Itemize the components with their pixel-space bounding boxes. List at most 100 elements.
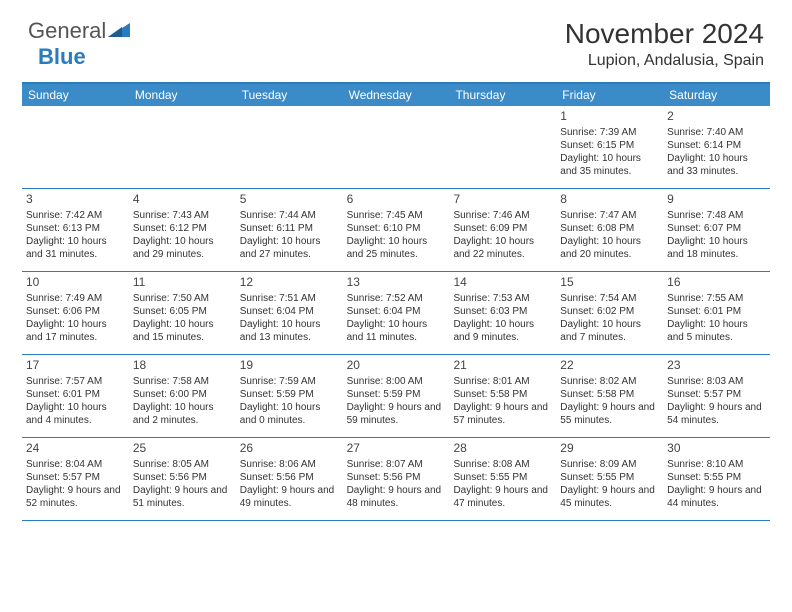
- day-cell: 30Sunrise: 8:10 AMSunset: 5:55 PMDayligh…: [663, 438, 770, 520]
- daylight-text: Daylight: 10 hours and 13 minutes.: [240, 318, 339, 344]
- sunset-text: Sunset: 5:58 PM: [560, 388, 659, 401]
- day-cell: 6Sunrise: 7:45 AMSunset: 6:10 PMDaylight…: [343, 189, 450, 271]
- day-number: 8: [560, 192, 659, 208]
- day-number: 27: [347, 441, 446, 457]
- sunrise-text: Sunrise: 7:46 AM: [453, 209, 552, 222]
- day-cell: 22Sunrise: 8:02 AMSunset: 5:58 PMDayligh…: [556, 355, 663, 437]
- sunrise-text: Sunrise: 7:53 AM: [453, 292, 552, 305]
- sunrise-text: Sunrise: 8:00 AM: [347, 375, 446, 388]
- daylight-text: Daylight: 10 hours and 20 minutes.: [560, 235, 659, 261]
- sunrise-text: Sunrise: 7:48 AM: [667, 209, 766, 222]
- sunset-text: Sunset: 6:09 PM: [453, 222, 552, 235]
- sunrise-text: Sunrise: 7:50 AM: [133, 292, 232, 305]
- sunrise-text: Sunrise: 7:43 AM: [133, 209, 232, 222]
- daylight-text: Daylight: 9 hours and 57 minutes.: [453, 401, 552, 427]
- daylight-text: Daylight: 9 hours and 52 minutes.: [26, 484, 125, 510]
- day-number: 29: [560, 441, 659, 457]
- sunrise-text: Sunrise: 7:49 AM: [26, 292, 125, 305]
- sunset-text: Sunset: 6:04 PM: [347, 305, 446, 318]
- day-cell: 24Sunrise: 8:04 AMSunset: 5:57 PMDayligh…: [22, 438, 129, 520]
- day-cell: [449, 106, 556, 188]
- logo-triangle-icon: [108, 21, 130, 42]
- day-cell: 3Sunrise: 7:42 AMSunset: 6:13 PMDaylight…: [22, 189, 129, 271]
- day-cell: 12Sunrise: 7:51 AMSunset: 6:04 PMDayligh…: [236, 272, 343, 354]
- weekday-header: Sunday: [22, 84, 129, 106]
- daylight-text: Daylight: 9 hours and 51 minutes.: [133, 484, 232, 510]
- day-cell: 17Sunrise: 7:57 AMSunset: 6:01 PMDayligh…: [22, 355, 129, 437]
- day-number: 19: [240, 358, 339, 374]
- sunset-text: Sunset: 5:55 PM: [560, 471, 659, 484]
- sunrise-text: Sunrise: 8:05 AM: [133, 458, 232, 471]
- daylight-text: Daylight: 10 hours and 11 minutes.: [347, 318, 446, 344]
- month-title: November 2024: [565, 18, 764, 50]
- sunset-text: Sunset: 5:56 PM: [347, 471, 446, 484]
- daylight-text: Daylight: 9 hours and 55 minutes.: [560, 401, 659, 427]
- day-number: 4: [133, 192, 232, 208]
- day-number: 6: [347, 192, 446, 208]
- sunrise-text: Sunrise: 8:01 AM: [453, 375, 552, 388]
- day-number: 16: [667, 275, 766, 291]
- day-number: 23: [667, 358, 766, 374]
- day-cell: 1Sunrise: 7:39 AMSunset: 6:15 PMDaylight…: [556, 106, 663, 188]
- sunset-text: Sunset: 6:01 PM: [26, 388, 125, 401]
- daylight-text: Daylight: 9 hours and 44 minutes.: [667, 484, 766, 510]
- sunset-text: Sunset: 6:10 PM: [347, 222, 446, 235]
- day-cell: 8Sunrise: 7:47 AMSunset: 6:08 PMDaylight…: [556, 189, 663, 271]
- sunrise-text: Sunrise: 8:04 AM: [26, 458, 125, 471]
- day-cell: 21Sunrise: 8:01 AMSunset: 5:58 PMDayligh…: [449, 355, 556, 437]
- week-row: 24Sunrise: 8:04 AMSunset: 5:57 PMDayligh…: [22, 438, 770, 521]
- weekday-row: SundayMondayTuesdayWednesdayThursdayFrid…: [22, 84, 770, 106]
- logo-text-2: Blue: [38, 44, 86, 69]
- weekday-header: Monday: [129, 84, 236, 106]
- daylight-text: Daylight: 9 hours and 59 minutes.: [347, 401, 446, 427]
- day-cell: 28Sunrise: 8:08 AMSunset: 5:55 PMDayligh…: [449, 438, 556, 520]
- sunrise-text: Sunrise: 8:07 AM: [347, 458, 446, 471]
- weekday-header: Tuesday: [236, 84, 343, 106]
- day-cell: 4Sunrise: 7:43 AMSunset: 6:12 PMDaylight…: [129, 189, 236, 271]
- day-number: 25: [133, 441, 232, 457]
- daylight-text: Daylight: 10 hours and 5 minutes.: [667, 318, 766, 344]
- day-number: 7: [453, 192, 552, 208]
- sunset-text: Sunset: 6:06 PM: [26, 305, 125, 318]
- header: General November 2024 Lupion, Andalusia,…: [0, 0, 792, 78]
- day-cell: 27Sunrise: 8:07 AMSunset: 5:56 PMDayligh…: [343, 438, 450, 520]
- sunset-text: Sunset: 5:56 PM: [133, 471, 232, 484]
- title-block: November 2024 Lupion, Andalusia, Spain: [565, 18, 764, 70]
- daylight-text: Daylight: 9 hours and 49 minutes.: [240, 484, 339, 510]
- day-cell: 14Sunrise: 7:53 AMSunset: 6:03 PMDayligh…: [449, 272, 556, 354]
- daylight-text: Daylight: 10 hours and 2 minutes.: [133, 401, 232, 427]
- day-number: 18: [133, 358, 232, 374]
- sunrise-text: Sunrise: 7:55 AM: [667, 292, 766, 305]
- sunrise-text: Sunrise: 7:51 AM: [240, 292, 339, 305]
- weekday-header: Wednesday: [343, 84, 450, 106]
- daylight-text: Daylight: 10 hours and 7 minutes.: [560, 318, 659, 344]
- day-number: 3: [26, 192, 125, 208]
- sunset-text: Sunset: 5:56 PM: [240, 471, 339, 484]
- day-cell: 26Sunrise: 8:06 AMSunset: 5:56 PMDayligh…: [236, 438, 343, 520]
- calendar: SundayMondayTuesdayWednesdayThursdayFrid…: [22, 82, 770, 521]
- weekday-header: Thursday: [449, 84, 556, 106]
- day-number: 9: [667, 192, 766, 208]
- sunset-text: Sunset: 6:01 PM: [667, 305, 766, 318]
- sunrise-text: Sunrise: 7:47 AM: [560, 209, 659, 222]
- day-cell: 7Sunrise: 7:46 AMSunset: 6:09 PMDaylight…: [449, 189, 556, 271]
- daylight-text: Daylight: 10 hours and 15 minutes.: [133, 318, 232, 344]
- sunset-text: Sunset: 5:59 PM: [240, 388, 339, 401]
- sunset-text: Sunset: 5:57 PM: [26, 471, 125, 484]
- logo: General: [28, 18, 132, 44]
- logo-text-1: General: [28, 18, 106, 44]
- sunrise-text: Sunrise: 7:58 AM: [133, 375, 232, 388]
- day-number: 28: [453, 441, 552, 457]
- daylight-text: Daylight: 10 hours and 0 minutes.: [240, 401, 339, 427]
- daylight-text: Daylight: 10 hours and 35 minutes.: [560, 152, 659, 178]
- sunset-text: Sunset: 6:12 PM: [133, 222, 232, 235]
- sunset-text: Sunset: 5:59 PM: [347, 388, 446, 401]
- sunset-text: Sunset: 6:11 PM: [240, 222, 339, 235]
- sunrise-text: Sunrise: 7:39 AM: [560, 126, 659, 139]
- sunrise-text: Sunrise: 7:40 AM: [667, 126, 766, 139]
- sunrise-text: Sunrise: 7:45 AM: [347, 209, 446, 222]
- sunset-text: Sunset: 5:55 PM: [667, 471, 766, 484]
- sunset-text: Sunset: 6:05 PM: [133, 305, 232, 318]
- week-row: 1Sunrise: 7:39 AMSunset: 6:15 PMDaylight…: [22, 106, 770, 189]
- day-number: 5: [240, 192, 339, 208]
